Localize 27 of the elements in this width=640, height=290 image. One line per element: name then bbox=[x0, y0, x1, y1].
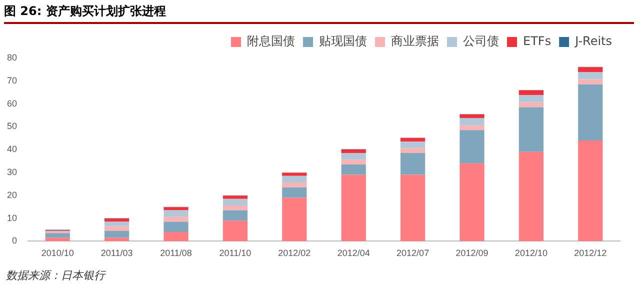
x-tick-label: 2012/02 bbox=[278, 248, 311, 258]
y-tick-label: 10 bbox=[6, 212, 18, 223]
legend-label: J-Reits bbox=[574, 34, 612, 48]
x-tick-label: 2011/03 bbox=[100, 248, 133, 258]
y-tick-label: 70 bbox=[6, 75, 18, 86]
x-tick-label: 2010/10 bbox=[41, 248, 74, 258]
x-tick-label: 2012/04 bbox=[337, 248, 370, 258]
y-tick-label: 60 bbox=[6, 98, 18, 108]
source-note: 数据来源：日本银行 bbox=[6, 268, 105, 283]
x-tick-label: 2011/10 bbox=[219, 248, 252, 258]
y-tick-label: 50 bbox=[6, 121, 18, 132]
legend-label: 商业票据 bbox=[391, 34, 440, 48]
x-tick-label: 2012/10 bbox=[514, 248, 548, 258]
y-tick-label: 40 bbox=[6, 144, 18, 154]
legend-label: 附息国债 bbox=[247, 34, 296, 48]
x-tick-label: 2012/07 bbox=[396, 248, 430, 258]
legend-label: 公司债 bbox=[463, 34, 500, 48]
y-tick-label: 0 bbox=[12, 236, 18, 246]
chart-title: 图 26: 资产购买计划扩张进程 bbox=[4, 3, 634, 24]
legend-label: ETFs bbox=[523, 34, 552, 48]
y-tick-label: 80 bbox=[6, 52, 18, 62]
x-tick-label: 2012/09 bbox=[456, 248, 488, 258]
y-tick-label: 30 bbox=[6, 166, 18, 177]
legend-label: 贴现国债 bbox=[319, 34, 368, 48]
x-tick-label: 2012/12 bbox=[574, 248, 607, 258]
x-tick-label: 2011/08 bbox=[160, 248, 192, 258]
y-tick-label: 20 bbox=[6, 190, 18, 200]
